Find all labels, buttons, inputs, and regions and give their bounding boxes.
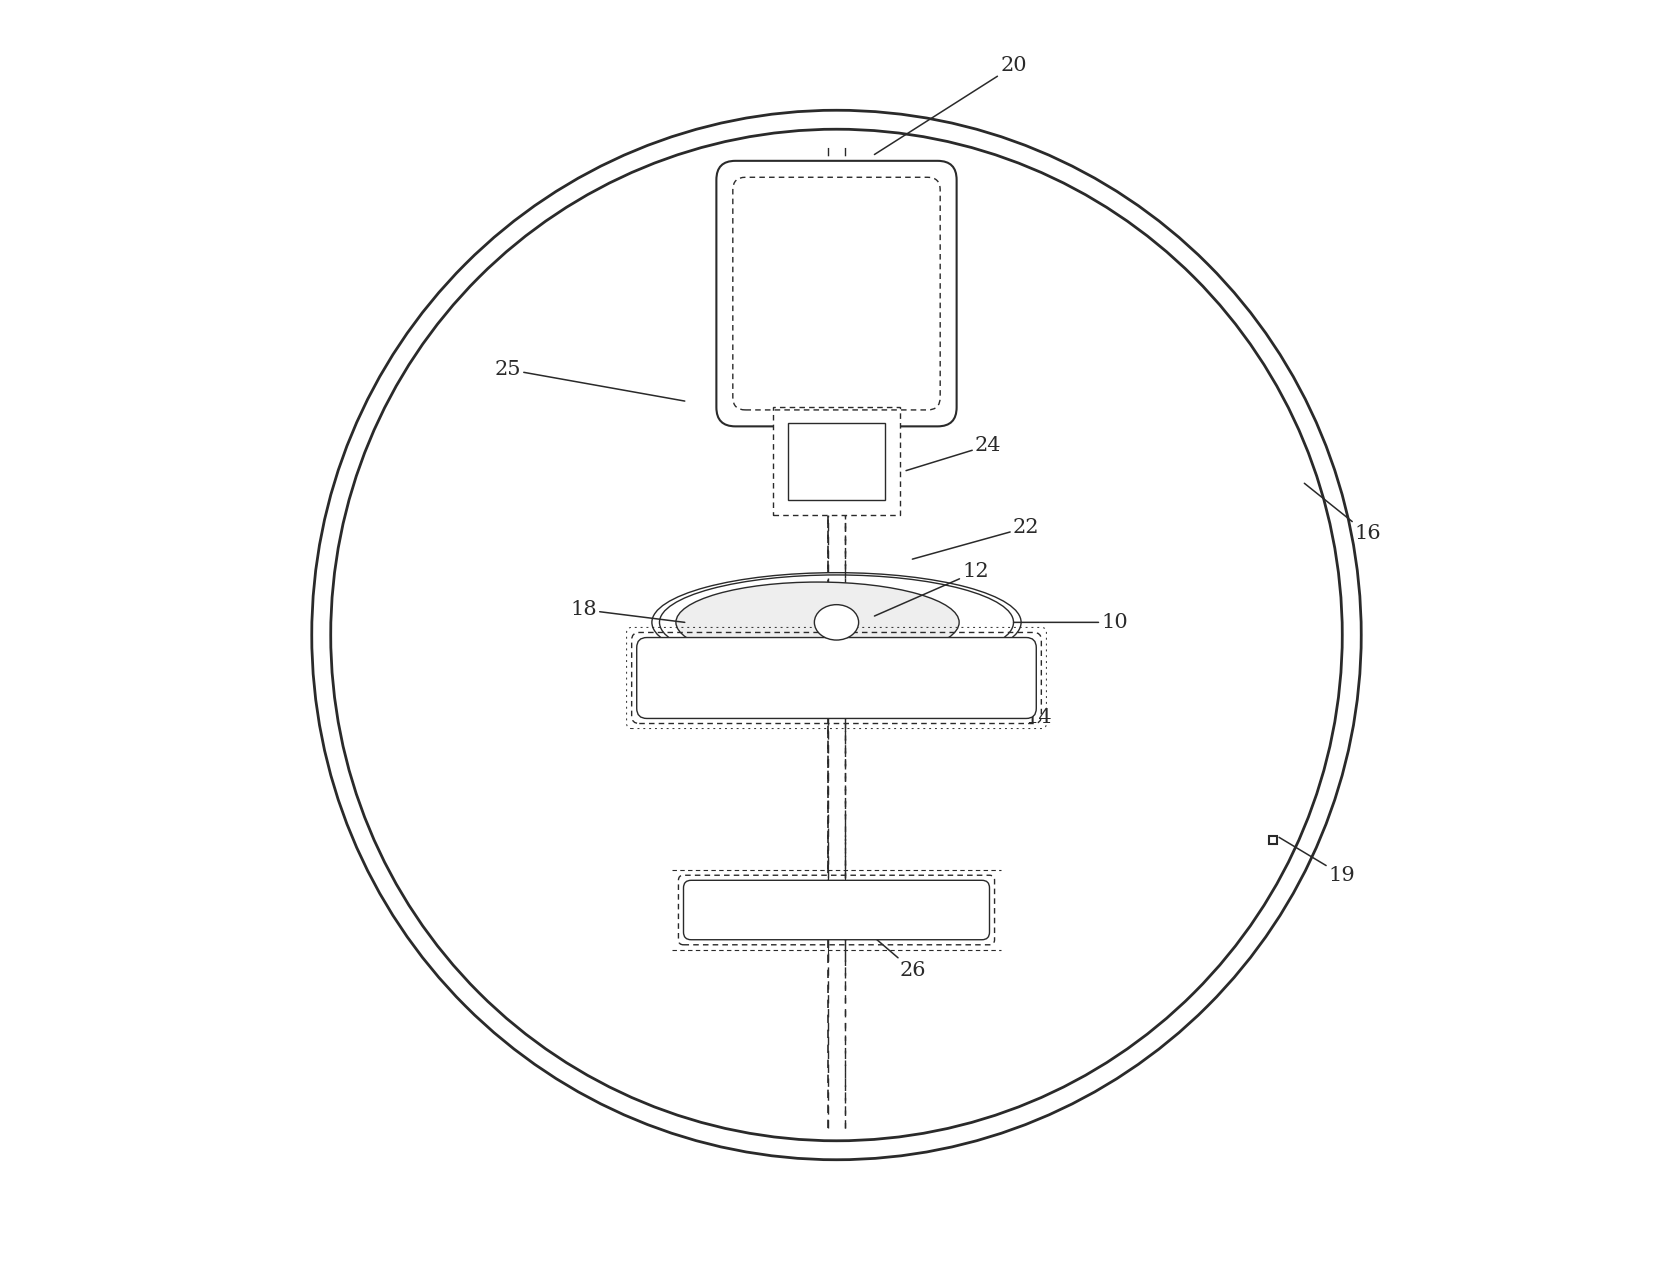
FancyBboxPatch shape	[716, 161, 957, 427]
Text: 16: 16	[1305, 484, 1380, 544]
Text: 25: 25	[495, 359, 684, 401]
Text: 14: 14	[950, 707, 1052, 726]
FancyBboxPatch shape	[684, 880, 989, 940]
Text: 22: 22	[912, 518, 1039, 559]
Text: 10: 10	[1014, 613, 1128, 632]
Text: 18: 18	[570, 601, 684, 622]
Text: 12: 12	[875, 563, 989, 616]
Text: 20: 20	[875, 56, 1027, 155]
Text: 26: 26	[868, 932, 925, 979]
Ellipse shape	[676, 582, 959, 663]
Text: 24: 24	[907, 436, 1002, 471]
FancyBboxPatch shape	[637, 638, 1036, 719]
Ellipse shape	[815, 605, 858, 640]
Text: 19: 19	[1280, 837, 1355, 885]
FancyBboxPatch shape	[773, 408, 900, 514]
